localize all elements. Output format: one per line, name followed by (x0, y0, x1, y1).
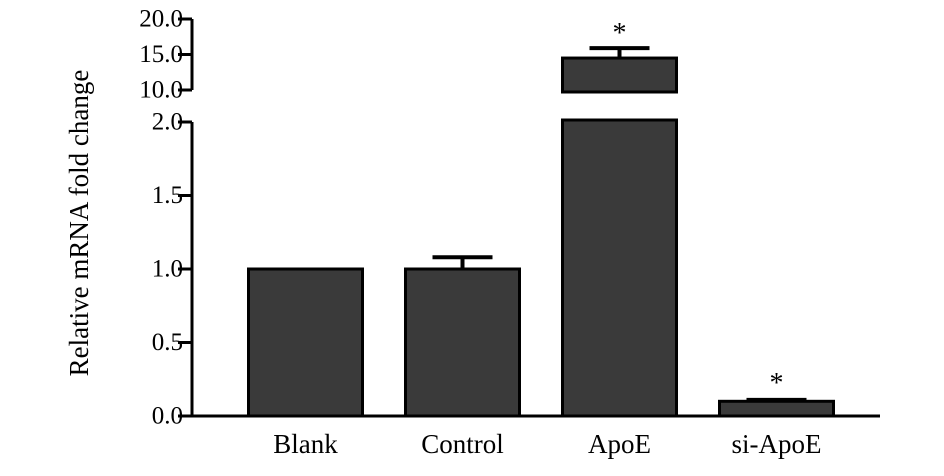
bar (247, 267, 364, 418)
y-tick-label: 10.0 (139, 77, 183, 104)
x-tick-label: Control (421, 429, 504, 459)
labels: 0.0 0.5 1.0 1.5 2.0 10.0 15.0 20.0 Blank Control *… (139, 6, 821, 460)
significance-marker: * (770, 368, 784, 399)
y-axis-title: Relative mRNA fold change (64, 70, 94, 377)
bars (247, 46, 835, 418)
bar-lower-segment (561, 118, 678, 418)
y-tick-label: 1.0 (152, 256, 183, 283)
y-tick-label: 0.5 (152, 329, 183, 356)
y-tick-label: 1.5 (152, 182, 183, 209)
y-tick-label: 2.0 (152, 109, 183, 136)
x-tick-label: Blank (273, 429, 338, 459)
bar (404, 267, 521, 418)
bar-upper-segment (561, 56, 678, 94)
x-tick-label: ApoE (588, 429, 651, 459)
significance-marker: * (613, 18, 627, 49)
y-tick-label: 20.0 (139, 6, 183, 33)
y-tick-label: 15.0 (139, 41, 183, 68)
bar (718, 399, 835, 418)
x-tick-label: si-ApoE (732, 429, 822, 459)
y-tick-label: 0.0 (152, 403, 183, 430)
